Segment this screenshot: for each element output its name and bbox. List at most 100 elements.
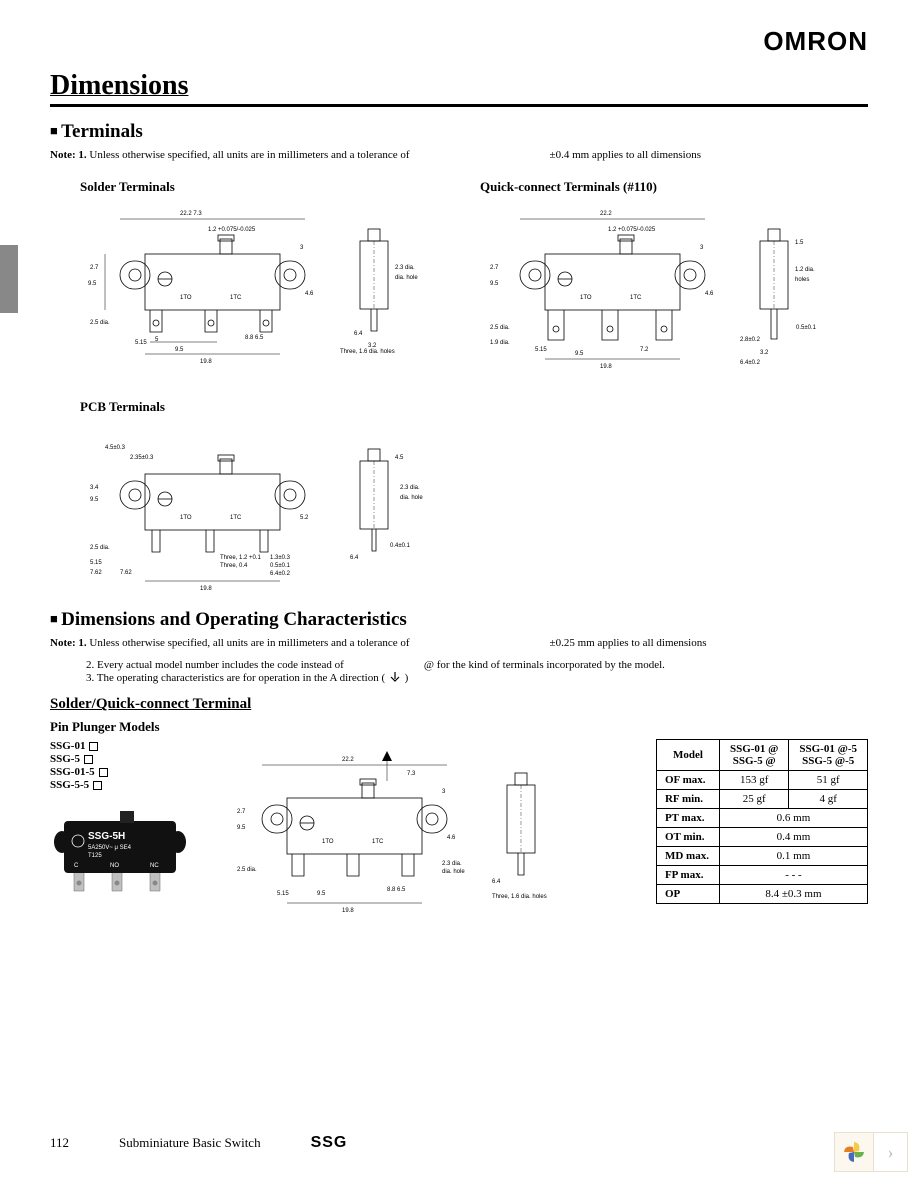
svg-text:22.2: 22.2 bbox=[342, 757, 354, 763]
svg-text:1TC: 1TC bbox=[372, 839, 384, 845]
table-header-col2: SSG-01 @-5SSG-5 @-5 bbox=[789, 740, 868, 771]
svg-text:NO: NO bbox=[110, 863, 119, 869]
svg-text:4.6: 4.6 bbox=[305, 291, 314, 297]
svg-text:1.3±0.3: 1.3±0.3 bbox=[270, 555, 291, 561]
note-label: Note: 1. bbox=[50, 149, 87, 161]
pinwheel-icon[interactable] bbox=[834, 1132, 874, 1172]
svg-text:19.8: 19.8 bbox=[200, 586, 212, 592]
svg-text:dia. hole: dia. hole bbox=[395, 275, 418, 281]
svg-text:1TO: 1TO bbox=[322, 839, 334, 845]
svg-text:3.4: 3.4 bbox=[90, 485, 99, 491]
svg-text:19.8: 19.8 bbox=[200, 359, 212, 365]
svg-text:2.3 dia.: 2.3 dia. bbox=[442, 861, 462, 867]
svg-text:1TC: 1TC bbox=[230, 295, 242, 301]
list-item: SSG-5 bbox=[50, 753, 200, 765]
svg-text:2.3 dia.: 2.3 dia. bbox=[400, 485, 420, 491]
svg-text:1TC: 1TC bbox=[630, 295, 642, 301]
svg-text:5.15: 5.15 bbox=[535, 347, 547, 353]
nav-widget: › bbox=[834, 1132, 908, 1172]
svg-text:3.2: 3.2 bbox=[760, 350, 769, 356]
svg-text:Three, 1.6 dia. holes: Three, 1.6 dia. holes bbox=[340, 349, 395, 355]
svg-text:0.4±0.1: 0.4±0.1 bbox=[390, 543, 411, 549]
svg-text:1.2 dia.: 1.2 dia. bbox=[795, 267, 815, 273]
terminals-note: Note: 1. Unless otherwise specified, all… bbox=[50, 149, 868, 161]
svg-text:19.8: 19.8 bbox=[600, 364, 612, 370]
page-title: Dimensions bbox=[50, 70, 868, 107]
svg-text:8.8 6.5: 8.8 6.5 bbox=[245, 335, 264, 341]
model-box-icon bbox=[84, 755, 93, 764]
svg-text:2.7: 2.7 bbox=[90, 265, 99, 271]
svg-text:1TO: 1TO bbox=[580, 295, 592, 301]
svg-text:5.2: 5.2 bbox=[300, 515, 309, 521]
svg-text:4.5±0.3: 4.5±0.3 bbox=[105, 445, 126, 451]
svg-text:5A250V~ μ SE4: 5A250V~ μ SE4 bbox=[88, 845, 132, 851]
svg-text:5.15: 5.15 bbox=[135, 340, 147, 346]
solder-terminals-block: Solder Terminals 1TO bbox=[50, 171, 420, 387]
svg-text:19.8: 19.8 bbox=[342, 908, 354, 914]
brand-logo: OMRON bbox=[763, 26, 868, 57]
svg-text:7.2: 7.2 bbox=[640, 347, 649, 353]
model-list: SSG-01 SSG-5 SSG-01-5 SSG-5-5 SSG-5H 5A2… bbox=[50, 739, 200, 906]
pcb-terminals-block: PCB Terminals 1TO 1TC 19.8 3.4 9.5 5.2 2… bbox=[50, 399, 868, 599]
footer-series: SSG bbox=[311, 1134, 348, 1152]
list-item: SSG-01 bbox=[50, 740, 200, 752]
svg-text:0.5±0.1: 0.5±0.1 bbox=[796, 325, 817, 331]
svg-text:6.4: 6.4 bbox=[354, 331, 363, 337]
svg-text:2.7: 2.7 bbox=[490, 265, 499, 271]
note-text-left: Unless otherwise specified, all units ar… bbox=[89, 149, 409, 161]
svg-text:6.4: 6.4 bbox=[350, 555, 359, 561]
spec-table: Model SSG-01 @SSG-5 @ SSG-01 @-5SSG-5 @-… bbox=[656, 739, 868, 904]
product-photo: SSG-5H 5A250V~ μ SE4 T125 C NO NC bbox=[50, 801, 190, 906]
footer-mid: Subminiature Basic Switch bbox=[119, 1135, 261, 1151]
svg-text:2.5 dia.: 2.5 dia. bbox=[237, 867, 257, 873]
list-item: SSG-01-5 bbox=[50, 766, 200, 778]
svg-text:1.5: 1.5 bbox=[795, 240, 804, 246]
svg-text:dia. hole: dia. hole bbox=[442, 869, 465, 875]
svg-text:1TO: 1TO bbox=[180, 295, 192, 301]
svg-text:6.4±0.2: 6.4±0.2 bbox=[270, 571, 291, 577]
pcb-title: PCB Terminals bbox=[80, 399, 868, 415]
pin-plunger-row: SSG-01 SSG-5 SSG-01-5 SSG-5-5 SSG-5H 5A2… bbox=[50, 739, 868, 931]
svg-text:T125: T125 bbox=[88, 853, 102, 859]
table-row: MD max.0.1 mm bbox=[656, 847, 867, 866]
svg-text:4.6: 4.6 bbox=[705, 291, 714, 297]
svg-text:7.3: 7.3 bbox=[407, 771, 416, 777]
svg-text:4.6: 4.6 bbox=[447, 835, 456, 841]
pcb-diagram: 1TO 1TC 19.8 3.4 9.5 5.2 2.5 dia. 5.15 7… bbox=[50, 419, 868, 599]
svg-text:9.5: 9.5 bbox=[237, 825, 246, 831]
svg-text:9.5: 9.5 bbox=[490, 281, 499, 287]
svg-text:5.15: 5.15 bbox=[277, 891, 289, 897]
svg-text:8.8 6.5: 8.8 6.5 bbox=[387, 887, 406, 893]
svg-text:Three, 0.4: Three, 0.4 bbox=[220, 563, 248, 569]
solder-title: Solder Terminals bbox=[80, 179, 420, 195]
svg-text:NC: NC bbox=[150, 863, 159, 869]
side-tab bbox=[0, 245, 18, 313]
svg-text:1TC: 1TC bbox=[230, 515, 242, 521]
page-number: 112 bbox=[50, 1135, 69, 1151]
svg-text:22.2 7.3: 22.2 7.3 bbox=[180, 211, 202, 217]
svg-text:3: 3 bbox=[442, 789, 446, 795]
svg-text:3: 3 bbox=[700, 245, 704, 251]
svg-text:0.5±0.1: 0.5±0.1 bbox=[270, 563, 291, 569]
solder-diagram: 1TO 1TC 19.8 9.5 9.5 2.5 dia. 2.7 1.2 +0… bbox=[50, 199, 420, 379]
page-footer: 112 Subminiature Basic Switch SSG bbox=[50, 1134, 868, 1152]
svg-text:9.5: 9.5 bbox=[175, 347, 184, 353]
table-row: OP8.4 ±0.3 mm bbox=[656, 885, 867, 904]
model-box-icon bbox=[93, 781, 102, 790]
svg-text:5.15: 5.15 bbox=[90, 560, 102, 566]
table-row: FP max.- - - bbox=[656, 866, 867, 885]
svg-text:2.7: 2.7 bbox=[237, 809, 246, 815]
solder-qc-heading: Solder/Quick-connect Terminal bbox=[50, 696, 868, 713]
svg-text:SSG-5H: SSG-5H bbox=[88, 831, 125, 842]
svg-text:2.8±0.2: 2.8±0.2 bbox=[740, 337, 761, 343]
dims-notes: Note: 1. Unless otherwise specified, all… bbox=[50, 637, 868, 684]
table-row: RF min.25 gf4 gf bbox=[656, 790, 867, 809]
table-header-model: Model bbox=[656, 740, 719, 771]
pin-plunger-heading: Pin Plunger Models bbox=[50, 719, 868, 735]
next-arrow-button[interactable]: › bbox=[874, 1132, 908, 1172]
svg-text:holes: holes bbox=[795, 277, 809, 283]
note-text-right: ±0.4 mm applies to all dimensions bbox=[550, 149, 701, 161]
svg-text:9.5: 9.5 bbox=[90, 497, 99, 503]
qc-diagram: 1TO 1TC 19.8 9.5 9.5 2.5 dia. 1.2 +0.075… bbox=[450, 199, 840, 379]
svg-text:1.2 +0.075/-0.025: 1.2 +0.075/-0.025 bbox=[208, 227, 256, 233]
